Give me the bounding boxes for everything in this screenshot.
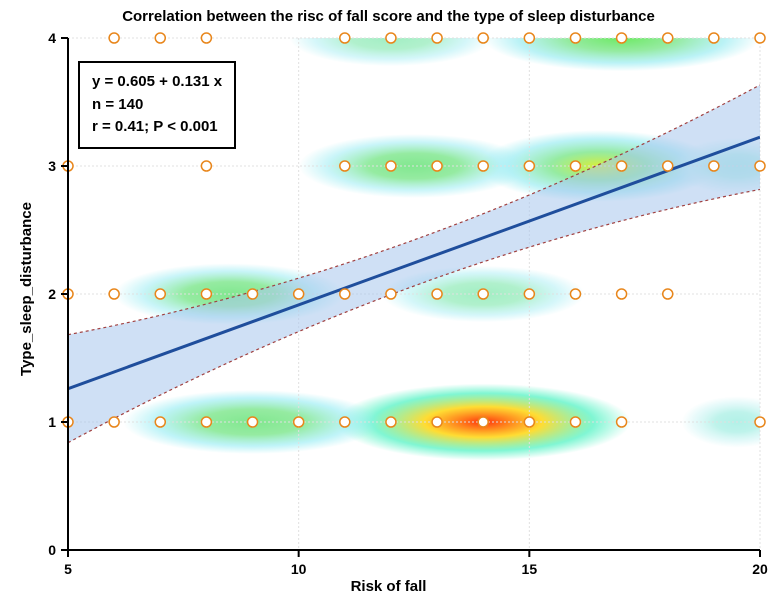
chart-container: Correlation between the risc of fall sco…	[0, 0, 777, 599]
svg-text:4: 4	[48, 30, 56, 46]
stats-line-eq: y = 0.605 + 0.131 x	[92, 71, 222, 94]
stats-line-n: n = 140	[92, 94, 222, 117]
x-axis-label: Risk of fall	[0, 578, 777, 595]
svg-text:2: 2	[48, 286, 56, 302]
y-axis-label: Type_sleep_disturbance	[18, 189, 35, 389]
svg-text:1: 1	[48, 414, 56, 430]
svg-text:3: 3	[48, 158, 56, 174]
svg-text:10: 10	[291, 561, 307, 577]
stats-line-rp: r = 0.41; P < 0.001	[92, 116, 222, 139]
svg-text:5: 5	[64, 561, 72, 577]
svg-text:15: 15	[522, 561, 538, 577]
svg-text:20: 20	[752, 561, 768, 577]
svg-text:0: 0	[48, 542, 56, 558]
stats-box: y = 0.605 + 0.131 x n = 140 r = 0.41; P …	[78, 61, 236, 149]
